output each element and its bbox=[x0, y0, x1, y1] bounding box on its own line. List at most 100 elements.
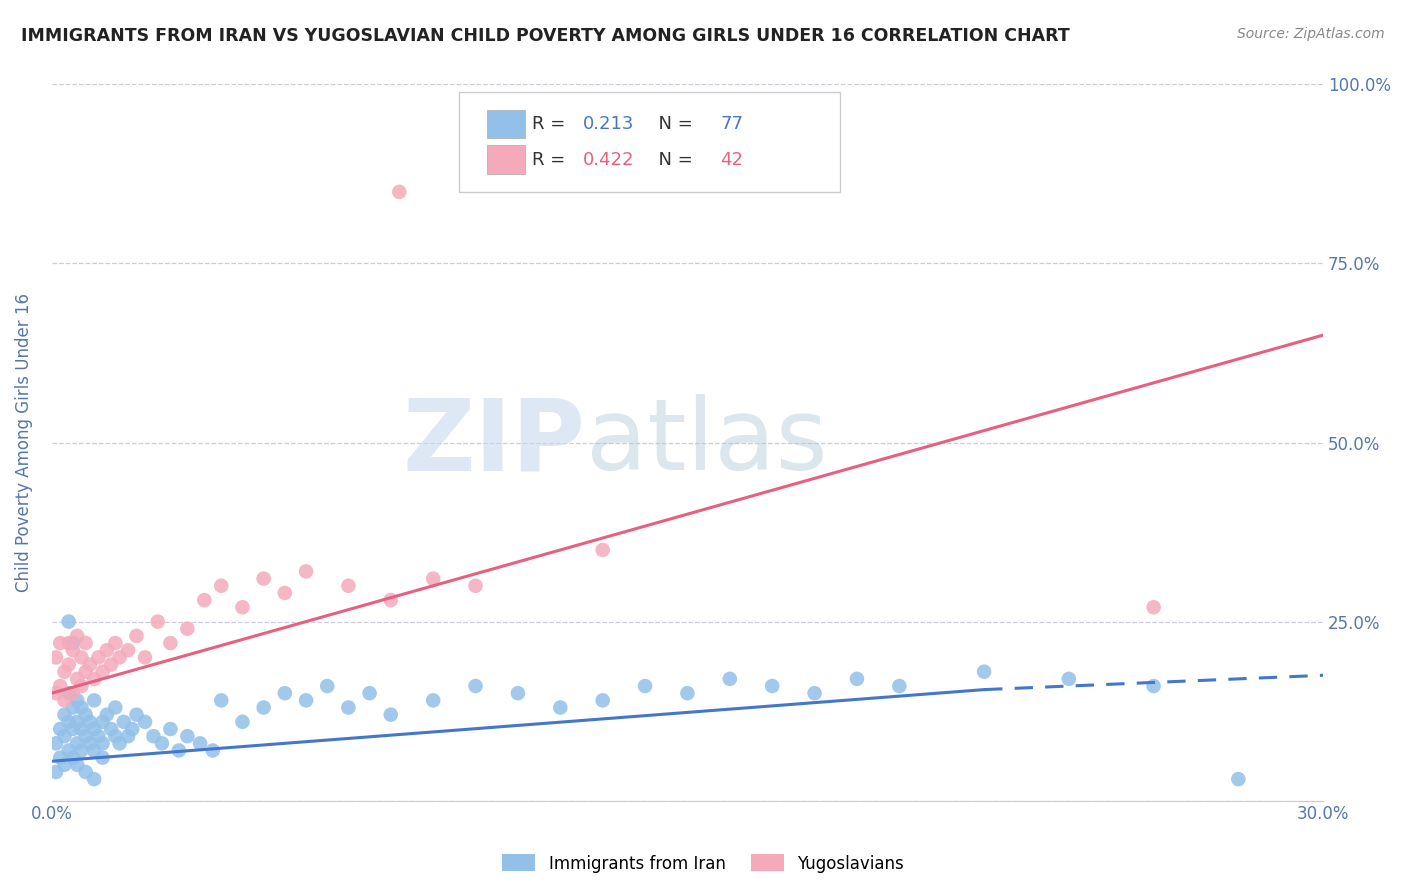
Text: 0.422: 0.422 bbox=[583, 151, 634, 169]
Point bbox=[193, 593, 215, 607]
Bar bbox=[486, 110, 524, 138]
Point bbox=[66, 714, 89, 729]
Point bbox=[91, 736, 114, 750]
Point bbox=[1057, 672, 1080, 686]
Point bbox=[83, 672, 105, 686]
Point bbox=[49, 679, 72, 693]
Point bbox=[79, 657, 101, 672]
Point bbox=[45, 650, 67, 665]
Point bbox=[96, 707, 118, 722]
Point bbox=[159, 722, 181, 736]
Point bbox=[550, 700, 572, 714]
Point bbox=[45, 764, 67, 779]
Point bbox=[231, 600, 253, 615]
Point bbox=[83, 693, 105, 707]
Point bbox=[295, 693, 318, 707]
Point bbox=[117, 729, 139, 743]
Point bbox=[62, 722, 84, 736]
Point bbox=[337, 700, 360, 714]
Point bbox=[388, 185, 411, 199]
Point bbox=[62, 686, 84, 700]
Point bbox=[100, 657, 122, 672]
Point bbox=[108, 650, 131, 665]
Point bbox=[201, 743, 224, 757]
Point bbox=[75, 764, 97, 779]
Point bbox=[592, 693, 614, 707]
Point bbox=[506, 686, 529, 700]
Text: IMMIGRANTS FROM IRAN VS YUGOSLAVIAN CHILD POVERTY AMONG GIRLS UNDER 16 CORRELATI: IMMIGRANTS FROM IRAN VS YUGOSLAVIAN CHIL… bbox=[21, 27, 1070, 45]
Point bbox=[176, 729, 198, 743]
Point bbox=[889, 679, 911, 693]
Text: R =: R = bbox=[533, 151, 571, 169]
Point bbox=[91, 714, 114, 729]
Point bbox=[79, 714, 101, 729]
Point bbox=[49, 636, 72, 650]
Point bbox=[75, 665, 97, 679]
Y-axis label: Child Poverty Among Girls Under 16: Child Poverty Among Girls Under 16 bbox=[15, 293, 32, 592]
Point bbox=[45, 686, 67, 700]
Point bbox=[134, 714, 156, 729]
Point bbox=[66, 736, 89, 750]
Point bbox=[634, 679, 657, 693]
Point bbox=[295, 565, 318, 579]
Text: Source: ZipAtlas.com: Source: ZipAtlas.com bbox=[1237, 27, 1385, 41]
Point bbox=[66, 629, 89, 643]
Point bbox=[761, 679, 783, 693]
Point bbox=[108, 736, 131, 750]
Point bbox=[422, 693, 444, 707]
Point bbox=[53, 707, 76, 722]
Point bbox=[125, 707, 148, 722]
Point bbox=[718, 672, 741, 686]
Point bbox=[75, 636, 97, 650]
Point bbox=[846, 672, 869, 686]
Point bbox=[1142, 679, 1164, 693]
Point bbox=[66, 693, 89, 707]
Point bbox=[70, 650, 93, 665]
Point bbox=[464, 679, 486, 693]
Point bbox=[49, 722, 72, 736]
Point bbox=[58, 615, 80, 629]
Point bbox=[83, 722, 105, 736]
Point bbox=[87, 650, 110, 665]
Point bbox=[142, 729, 165, 743]
Text: R =: R = bbox=[533, 115, 571, 133]
Point bbox=[464, 579, 486, 593]
Point bbox=[1227, 772, 1250, 786]
Point bbox=[62, 750, 84, 764]
Point bbox=[53, 757, 76, 772]
Point bbox=[117, 643, 139, 657]
Point bbox=[53, 693, 76, 707]
Point bbox=[100, 722, 122, 736]
Text: ZIP: ZIP bbox=[404, 394, 586, 491]
Point bbox=[676, 686, 699, 700]
Point bbox=[104, 729, 127, 743]
Point bbox=[58, 743, 80, 757]
Point bbox=[159, 636, 181, 650]
Point bbox=[53, 729, 76, 743]
Point bbox=[75, 729, 97, 743]
Point bbox=[62, 636, 84, 650]
Point bbox=[176, 622, 198, 636]
Point bbox=[58, 686, 80, 700]
Point bbox=[91, 665, 114, 679]
Point bbox=[380, 707, 402, 722]
Point bbox=[125, 629, 148, 643]
Legend: Immigrants from Iran, Yugoslavians: Immigrants from Iran, Yugoslavians bbox=[495, 847, 911, 880]
Point bbox=[62, 700, 84, 714]
Text: 77: 77 bbox=[720, 115, 744, 133]
Point bbox=[134, 650, 156, 665]
Point bbox=[70, 743, 93, 757]
Point bbox=[188, 736, 211, 750]
Point bbox=[75, 707, 97, 722]
Point bbox=[104, 636, 127, 650]
Point bbox=[70, 722, 93, 736]
Point bbox=[91, 750, 114, 764]
Point bbox=[70, 700, 93, 714]
Text: N =: N = bbox=[647, 151, 699, 169]
Text: N =: N = bbox=[647, 115, 699, 133]
Point bbox=[45, 736, 67, 750]
Point bbox=[104, 700, 127, 714]
Text: 0.213: 0.213 bbox=[583, 115, 634, 133]
Point bbox=[62, 643, 84, 657]
Text: 42: 42 bbox=[720, 151, 744, 169]
